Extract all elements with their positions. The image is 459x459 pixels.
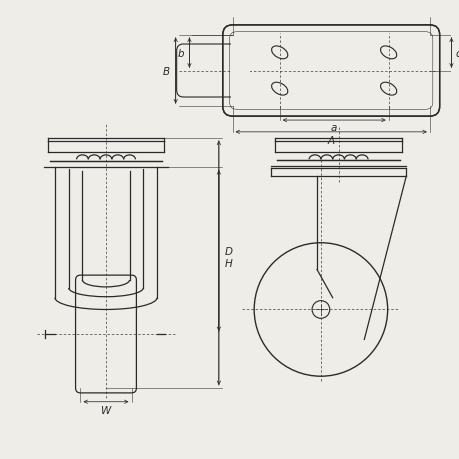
Text: W: W [101, 405, 111, 414]
Text: a: a [330, 123, 336, 133]
Bar [230, 44, 250, 99]
Text: b: b [178, 49, 184, 58]
Text: A: A [327, 135, 334, 146]
Text: D: D [224, 246, 232, 256]
Text: H: H [224, 258, 232, 268]
Text: B: B [162, 67, 169, 76]
Text: d: d [454, 49, 459, 58]
